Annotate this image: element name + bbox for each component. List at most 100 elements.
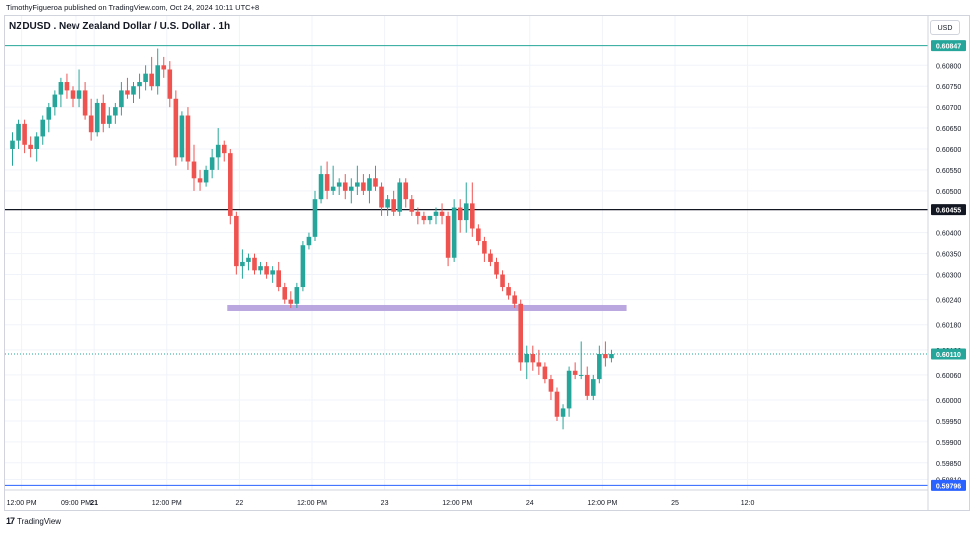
candle	[282, 282, 288, 304]
candle-body	[88, 115, 94, 133]
candle	[554, 387, 560, 421]
price-tick-label: 0.60060	[936, 373, 961, 380]
time-tick-label: 12:0	[741, 500, 755, 507]
symbol-title: NZDUSD . New Zealand Dollar / U.S. Dolla…	[9, 21, 231, 32]
candle	[518, 299, 523, 371]
candle	[137, 73, 142, 99]
candle-body	[191, 161, 197, 179]
candle-body	[34, 136, 39, 149]
last-price-label-bg	[931, 348, 966, 360]
price-tick-label: 0.59900	[936, 440, 961, 447]
candle-body	[361, 182, 366, 191]
horizontal-levels[interactable]	[5, 45, 928, 486]
candle-body	[70, 90, 76, 99]
candle	[58, 77, 64, 108]
candle-body	[409, 199, 415, 212]
candle-body	[155, 65, 160, 87]
candle	[488, 249, 493, 267]
candle	[566, 366, 572, 417]
price-axis[interactable]: 0.60800 0.60750 0.60700 0.60650 0.60600 0.605…	[927, 16, 961, 510]
candle	[391, 190, 396, 216]
candle	[397, 178, 402, 216]
candle	[300, 241, 306, 292]
candle-body	[500, 274, 505, 288]
candle	[439, 203, 445, 225]
candle	[143, 65, 148, 91]
candle-body	[578, 374, 584, 376]
candle	[385, 195, 390, 216]
candle	[46, 102, 52, 133]
candle-body	[137, 82, 142, 87]
candle-body	[367, 178, 372, 191]
candle-body	[52, 94, 58, 108]
candle	[494, 257, 499, 279]
time-tick-label: 12:00 PM	[7, 500, 37, 507]
candle	[578, 341, 584, 380]
pivot-level-label-bg	[931, 204, 966, 216]
candle	[161, 56, 167, 78]
candle-body	[379, 186, 384, 208]
candle-body	[240, 261, 245, 267]
candle	[312, 190, 318, 242]
candle	[28, 136, 33, 158]
price-tick-label: 0.60240	[936, 298, 961, 305]
candle-body	[179, 115, 185, 158]
candle	[536, 349, 542, 375]
candle-body	[512, 295, 517, 304]
price-tick-label: 0.60800	[936, 63, 961, 70]
candle	[373, 165, 378, 191]
candle	[433, 207, 439, 225]
chart-frame	[4, 15, 970, 511]
candle-body	[597, 354, 602, 380]
candle	[52, 90, 58, 116]
candle-body	[149, 73, 154, 87]
candle-body	[264, 266, 269, 275]
support-zone-band[interactable]	[227, 304, 627, 311]
candle	[10, 132, 15, 166]
candle-body	[294, 287, 300, 304]
candle-body	[560, 408, 566, 417]
candle	[306, 232, 312, 250]
candle	[215, 128, 221, 170]
tradingview-logo[interactable]: 17 TradingView	[6, 516, 61, 526]
candle	[64, 73, 70, 99]
candle	[82, 82, 88, 120]
candle-body	[10, 140, 15, 149]
candle-body	[439, 211, 445, 216]
time-axis[interactable]: 12:00 PM 09:00 PM 21 12:00 PM 22 12:00 PM 23 12…	[5, 489, 928, 507]
candle-body	[488, 253, 493, 262]
candle	[512, 291, 517, 308]
time-tick-label: 12:00 PM	[297, 500, 327, 507]
support-zone[interactable]	[227, 304, 627, 311]
candle-body	[415, 211, 421, 216]
candle	[591, 374, 596, 401]
candle	[403, 178, 409, 208]
candle-body	[548, 379, 554, 392]
candle	[240, 249, 245, 279]
candle-body	[288, 299, 294, 304]
candle-body	[397, 182, 402, 212]
candle-body	[143, 73, 148, 83]
candle	[246, 253, 251, 271]
candle	[324, 161, 330, 200]
candle	[22, 119, 27, 154]
candle	[409, 195, 415, 216]
candle-body	[76, 90, 82, 99]
time-tick-label: 25	[671, 500, 679, 507]
candle	[94, 98, 100, 137]
candle-body	[28, 144, 33, 149]
time-tick-label: 12:00 PM	[587, 500, 617, 507]
candle-body	[215, 144, 221, 158]
candle-body	[113, 107, 118, 116]
resistance-level-label: 0.60847	[936, 44, 961, 51]
candle	[167, 61, 173, 108]
price-tick-label: 0.60300	[936, 273, 961, 280]
candle	[76, 69, 82, 108]
candle-body	[46, 107, 52, 120]
candle-body	[209, 157, 215, 170]
candle-body	[258, 266, 263, 271]
candle	[603, 341, 608, 367]
currency-button[interactable]: USD	[930, 20, 960, 35]
time-tick-label: 12:00 PM	[442, 500, 472, 507]
